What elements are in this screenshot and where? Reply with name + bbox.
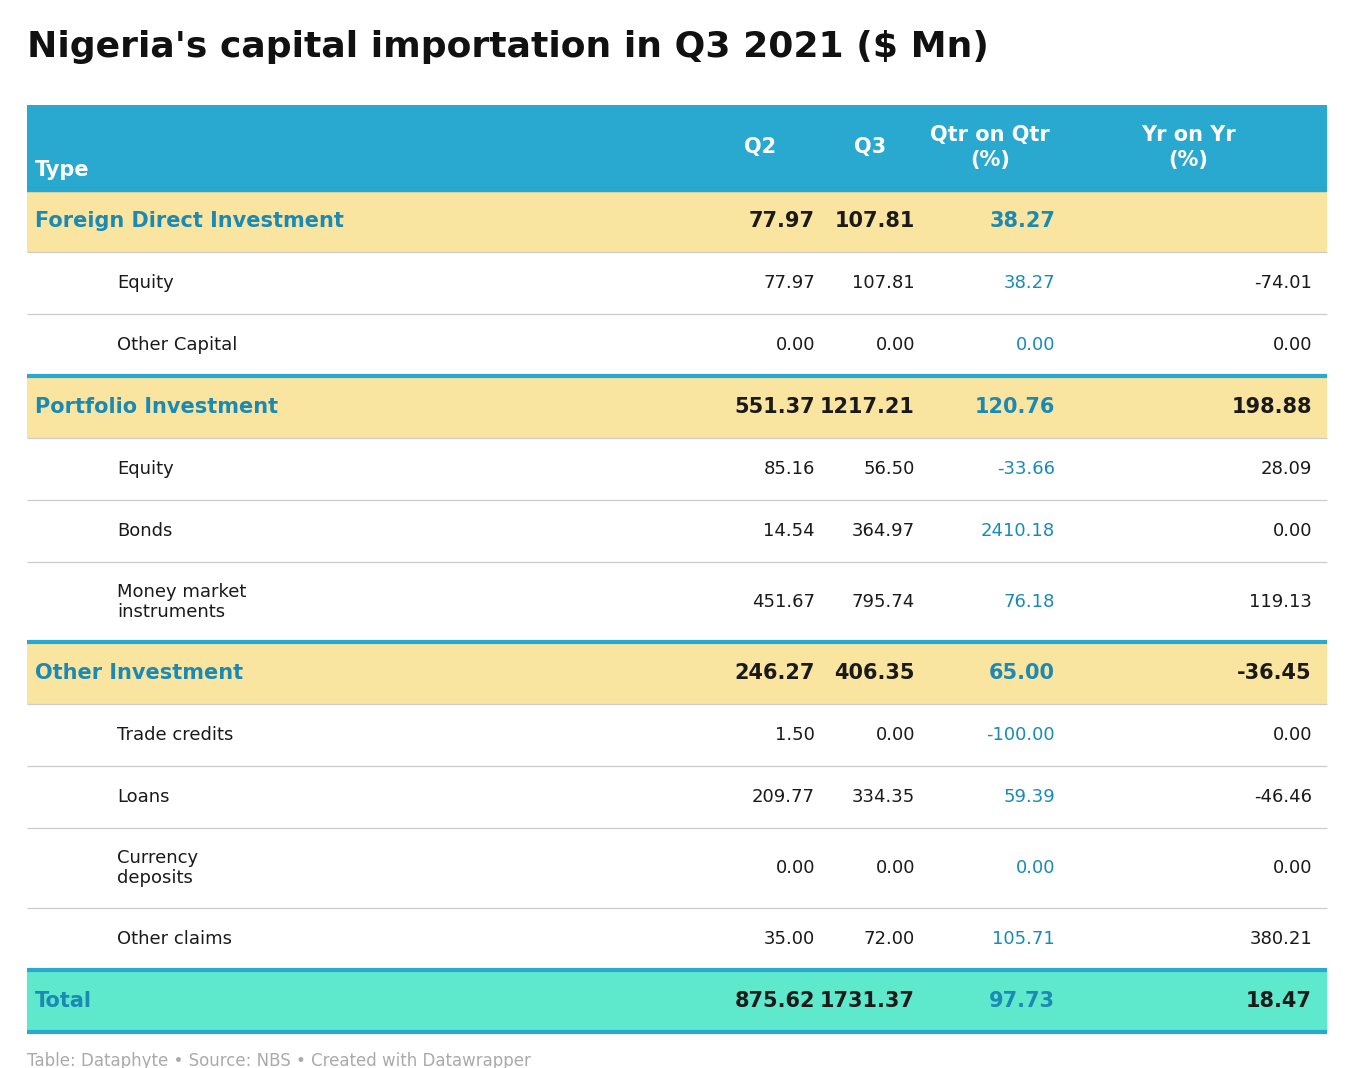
Text: Qtr on Qtr
(%): Qtr on Qtr (%) (930, 125, 1049, 170)
Text: 0.00: 0.00 (1273, 336, 1312, 354)
Text: Currency
deposits: Currency deposits (116, 849, 198, 888)
Text: 28.09: 28.09 (1261, 460, 1312, 478)
Text: Other claims: Other claims (116, 930, 232, 948)
Text: -36.45: -36.45 (1238, 663, 1312, 684)
Text: 0.00: 0.00 (1273, 859, 1312, 877)
Text: 38.27: 38.27 (1003, 274, 1055, 292)
FancyBboxPatch shape (27, 908, 1327, 970)
Text: 334.35: 334.35 (852, 788, 915, 806)
Text: Q2: Q2 (743, 138, 776, 157)
FancyBboxPatch shape (27, 500, 1327, 562)
Text: 119.13: 119.13 (1250, 593, 1312, 611)
FancyBboxPatch shape (27, 314, 1327, 376)
Text: Q3: Q3 (854, 138, 886, 157)
Text: 18.47: 18.47 (1246, 991, 1312, 1011)
Text: 0.00: 0.00 (776, 859, 815, 877)
Text: 107.81: 107.81 (853, 274, 915, 292)
FancyBboxPatch shape (27, 828, 1327, 908)
Text: 85.16: 85.16 (764, 460, 815, 478)
Text: 380.21: 380.21 (1250, 930, 1312, 948)
Text: Bonds: Bonds (116, 522, 172, 540)
Text: 105.71: 105.71 (992, 930, 1055, 948)
FancyBboxPatch shape (27, 252, 1327, 314)
Text: 875.62: 875.62 (734, 991, 815, 1011)
Text: 1.50: 1.50 (774, 726, 815, 744)
FancyBboxPatch shape (27, 190, 1327, 252)
FancyBboxPatch shape (27, 105, 1327, 190)
Text: 76.18: 76.18 (1003, 593, 1055, 611)
FancyBboxPatch shape (27, 438, 1327, 500)
Text: Other Capital: Other Capital (116, 336, 237, 354)
Text: Equity: Equity (116, 274, 173, 292)
Text: 35.00: 35.00 (764, 930, 815, 948)
Text: 0.00: 0.00 (1016, 859, 1055, 877)
Text: 65.00: 65.00 (988, 663, 1055, 684)
Text: -74.01: -74.01 (1254, 274, 1312, 292)
Text: 14.54: 14.54 (764, 522, 815, 540)
Text: 56.50: 56.50 (864, 460, 915, 478)
Text: Equity: Equity (116, 460, 173, 478)
Text: 97.73: 97.73 (988, 991, 1055, 1011)
Text: 198.88: 198.88 (1232, 397, 1312, 417)
Text: 1217.21: 1217.21 (821, 397, 915, 417)
Text: 551.37: 551.37 (734, 397, 815, 417)
Text: Money market
instruments: Money market instruments (116, 583, 246, 622)
Text: 2410.18: 2410.18 (980, 522, 1055, 540)
Text: 209.77: 209.77 (751, 788, 815, 806)
Text: Loans: Loans (116, 788, 169, 806)
Text: 795.74: 795.74 (852, 593, 915, 611)
Text: 120.76: 120.76 (975, 397, 1055, 417)
Text: 0.00: 0.00 (876, 336, 915, 354)
FancyBboxPatch shape (27, 562, 1327, 642)
Text: -100.00: -100.00 (986, 726, 1055, 744)
Text: Type: Type (35, 160, 89, 180)
FancyBboxPatch shape (27, 970, 1327, 1032)
Text: Yr on Yr
(%): Yr on Yr (%) (1141, 125, 1236, 170)
Text: 107.81: 107.81 (834, 211, 915, 231)
Text: 77.97: 77.97 (749, 211, 815, 231)
FancyBboxPatch shape (27, 704, 1327, 766)
Text: -33.66: -33.66 (997, 460, 1055, 478)
Text: 451.67: 451.67 (751, 593, 815, 611)
Text: 246.27: 246.27 (735, 663, 815, 684)
Text: 364.97: 364.97 (852, 522, 915, 540)
Text: 0.00: 0.00 (1273, 726, 1312, 744)
Text: Other Investment: Other Investment (35, 663, 244, 684)
Text: 72.00: 72.00 (864, 930, 915, 948)
Text: Nigeria's capital importation in Q3 2021 ($ Mn): Nigeria's capital importation in Q3 2021… (27, 30, 988, 64)
FancyBboxPatch shape (27, 376, 1327, 438)
Text: Total: Total (35, 991, 92, 1011)
Text: Table: Dataphyte • Source: NBS • Created with Datawrapper: Table: Dataphyte • Source: NBS • Created… (27, 1052, 531, 1068)
Text: 0.00: 0.00 (776, 336, 815, 354)
Text: 0.00: 0.00 (876, 726, 915, 744)
Text: 1731.37: 1731.37 (821, 991, 915, 1011)
Text: 0.00: 0.00 (876, 859, 915, 877)
Text: 0.00: 0.00 (1016, 336, 1055, 354)
Text: 38.27: 38.27 (990, 211, 1055, 231)
Text: 0.00: 0.00 (1273, 522, 1312, 540)
Text: -46.46: -46.46 (1254, 788, 1312, 806)
Text: 77.97: 77.97 (764, 274, 815, 292)
Text: Foreign Direct Investment: Foreign Direct Investment (35, 211, 344, 231)
FancyBboxPatch shape (27, 766, 1327, 828)
Text: Trade credits: Trade credits (116, 726, 233, 744)
Text: Portfolio Investment: Portfolio Investment (35, 397, 278, 417)
FancyBboxPatch shape (27, 642, 1327, 704)
Text: 59.39: 59.39 (1003, 788, 1055, 806)
Text: 406.35: 406.35 (834, 663, 915, 684)
